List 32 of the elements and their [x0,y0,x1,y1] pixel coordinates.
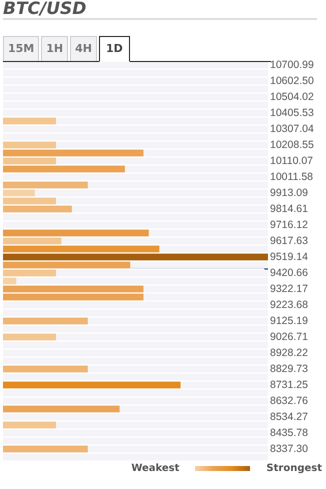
y-tick-label: 9322.17 [270,283,308,295]
y-tick-label: 10011.58 [270,171,314,183]
chart-title: BTC/USD [3,0,86,19]
y-tick-label: 9716.12 [270,219,308,231]
y-tick-label: 10110.07 [270,155,314,167]
text: 4H [70,36,98,61]
y-tick-label: 8731.25 [270,379,308,391]
y-tick-label: 9519.14 [270,251,308,263]
y-tick-label: 8928.22 [270,347,308,359]
y-tick-label: 9223.68 [270,299,308,311]
y-tick-label: 9617.63 [270,235,308,247]
y-tick-label: 9125.19 [270,315,308,327]
y-tick-label: 9814.61 [270,203,308,215]
y-tick-label: 8337.30 [270,443,308,455]
y-tick-label: 8632.76 [270,395,308,407]
y-tick-label: 10405.53 [270,107,314,119]
y-tick-label: 9026.71 [270,331,308,343]
text: 1H [41,36,68,61]
y-tick-label: 8829.73 [270,363,308,375]
y-tick-label: 8435.78 [270,427,308,439]
y-tick-label: 10504.02 [270,91,314,103]
y-tick-label: 10602.50 [270,75,314,87]
text: 1D [99,36,130,62]
y-tick-label: 10700.99 [270,59,314,71]
y-tick-label: 8534.27 [270,411,308,423]
text: Weakest [131,463,180,474]
y-tick-label: 9913.09 [270,187,308,199]
y-tick-label: 10307.04 [270,123,314,135]
text: Strongest [266,463,322,474]
text: 15M [3,36,40,61]
y-tick-label: 9420.66 [270,267,308,279]
y-tick-label: 10208.55 [270,139,314,151]
